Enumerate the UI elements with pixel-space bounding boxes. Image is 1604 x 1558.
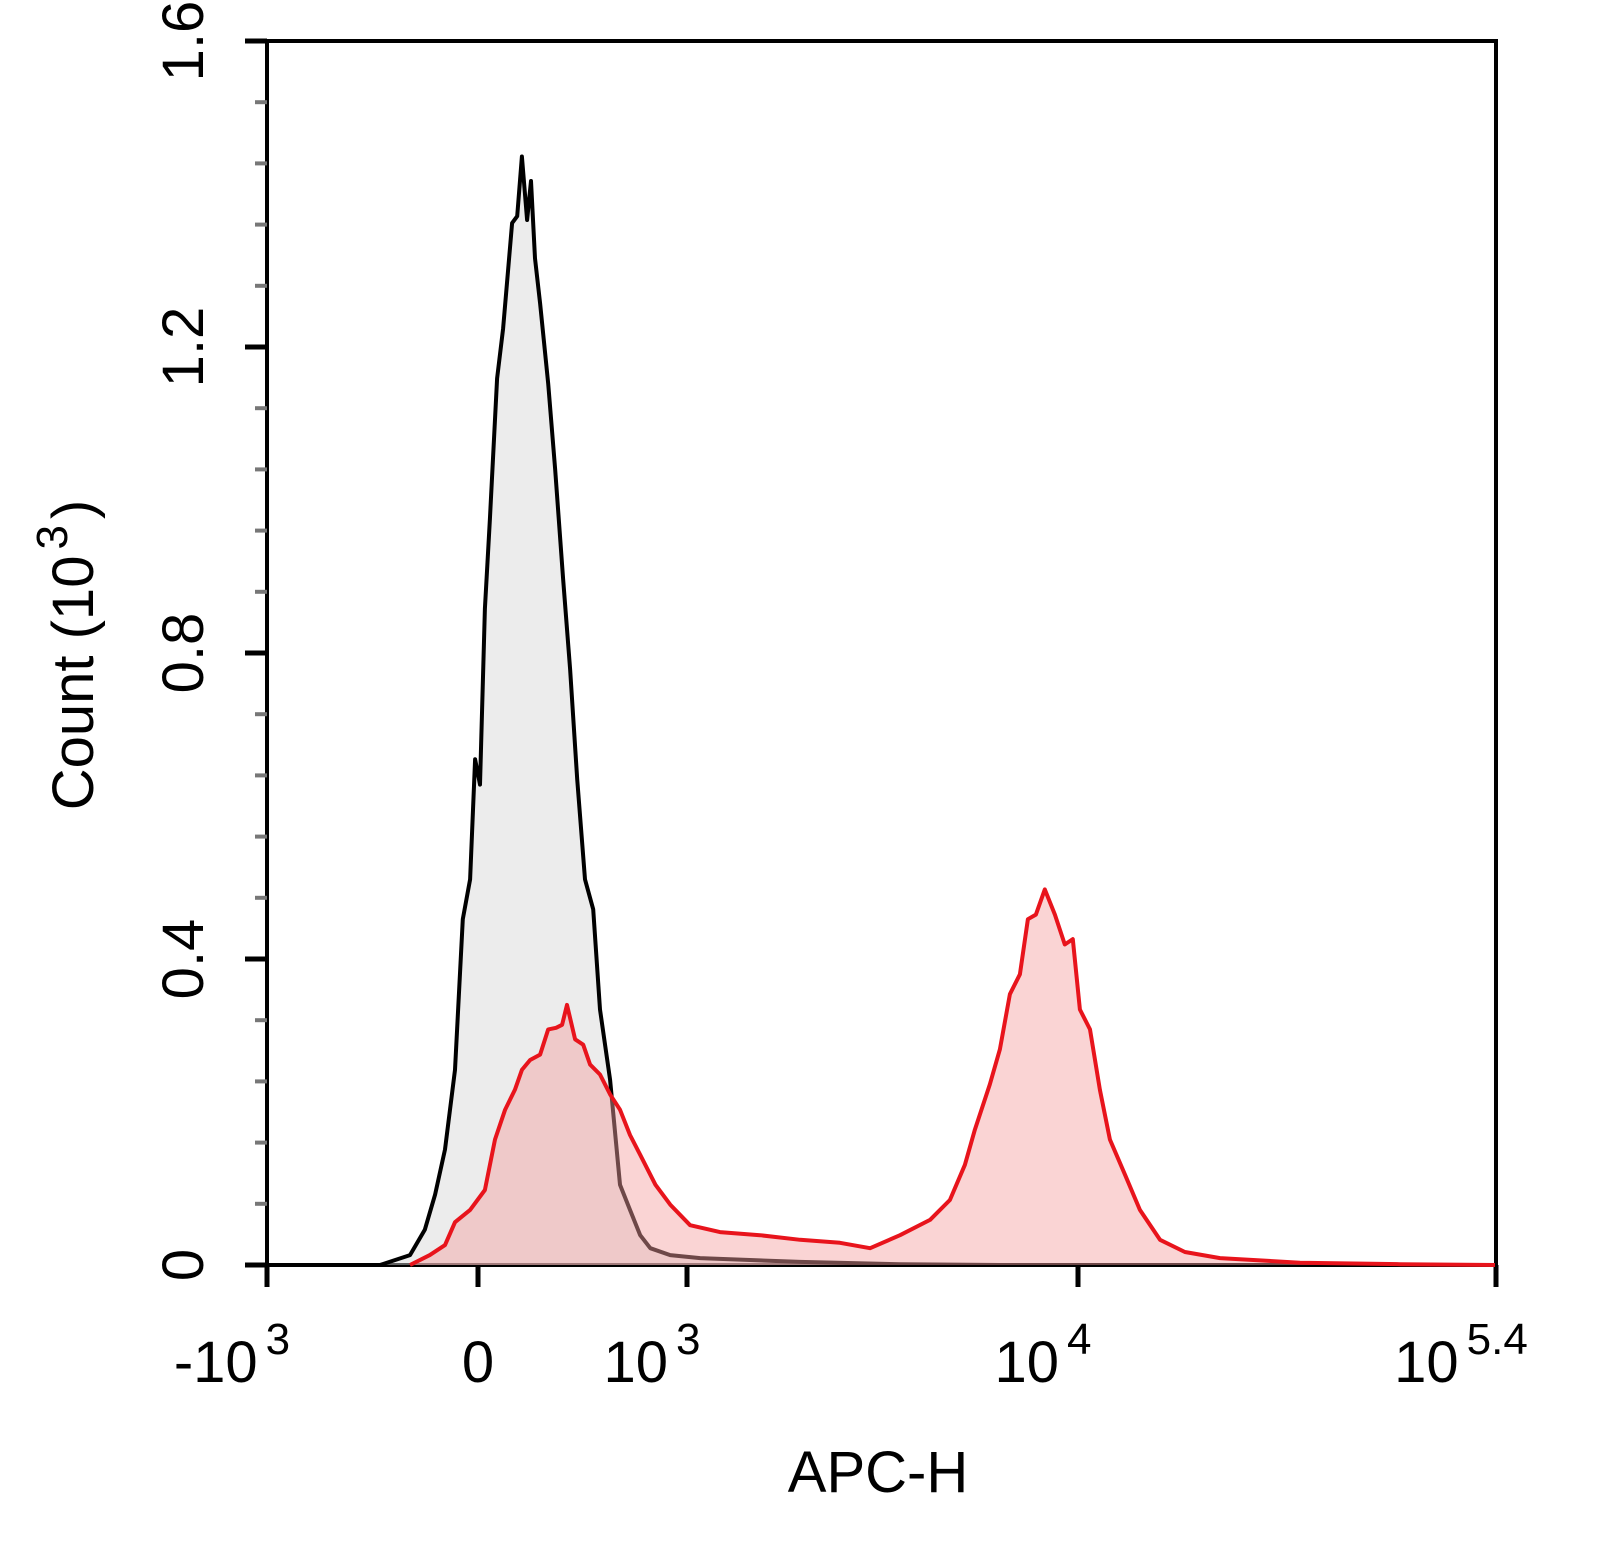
y-label-text: ) — [41, 500, 106, 519]
tick-exponent: 5.4 — [1467, 1315, 1528, 1364]
tick-exponent: 4 — [1067, 1315, 1091, 1364]
tick-base: 10 — [995, 1330, 1060, 1395]
y-label-exponent: 3 — [28, 525, 77, 549]
x-tick-label: 10 5.4 — [1394, 1315, 1528, 1395]
tick-exponent: 3 — [266, 1315, 290, 1364]
histogram-area — [380, 156, 1000, 1265]
y-tick-label: 0.8 — [151, 613, 216, 694]
tick-base: 10 — [604, 1330, 669, 1395]
x-tick-label: -10 3 — [174, 1315, 290, 1395]
histogram-area — [410, 889, 1495, 1265]
x-tick-label: 10 4 — [995, 1315, 1092, 1395]
y-axis-label: Count (10 3) — [28, 500, 106, 811]
y-tick-label: 0.4 — [151, 919, 216, 1000]
x-axis-label: APC-H — [788, 1440, 968, 1505]
x-tick-label: 10 3 — [604, 1315, 701, 1395]
histogram-line — [379, 154, 1000, 1267]
tick-base: 10 — [1394, 1330, 1459, 1395]
tick-exponent: 3 — [676, 1315, 700, 1364]
y-tick-label: 1.2 — [151, 307, 216, 388]
y-label-text: Count (10 — [41, 556, 106, 811]
x-tick-label: 0 — [462, 1330, 494, 1395]
histogram-line — [409, 887, 1496, 1267]
plot-frame — [265, 39, 1498, 1267]
y-tick-label: 0 — [151, 1249, 216, 1281]
y-tick-label: 1.6 — [151, 1, 216, 82]
tick-base: -10 — [174, 1330, 258, 1395]
